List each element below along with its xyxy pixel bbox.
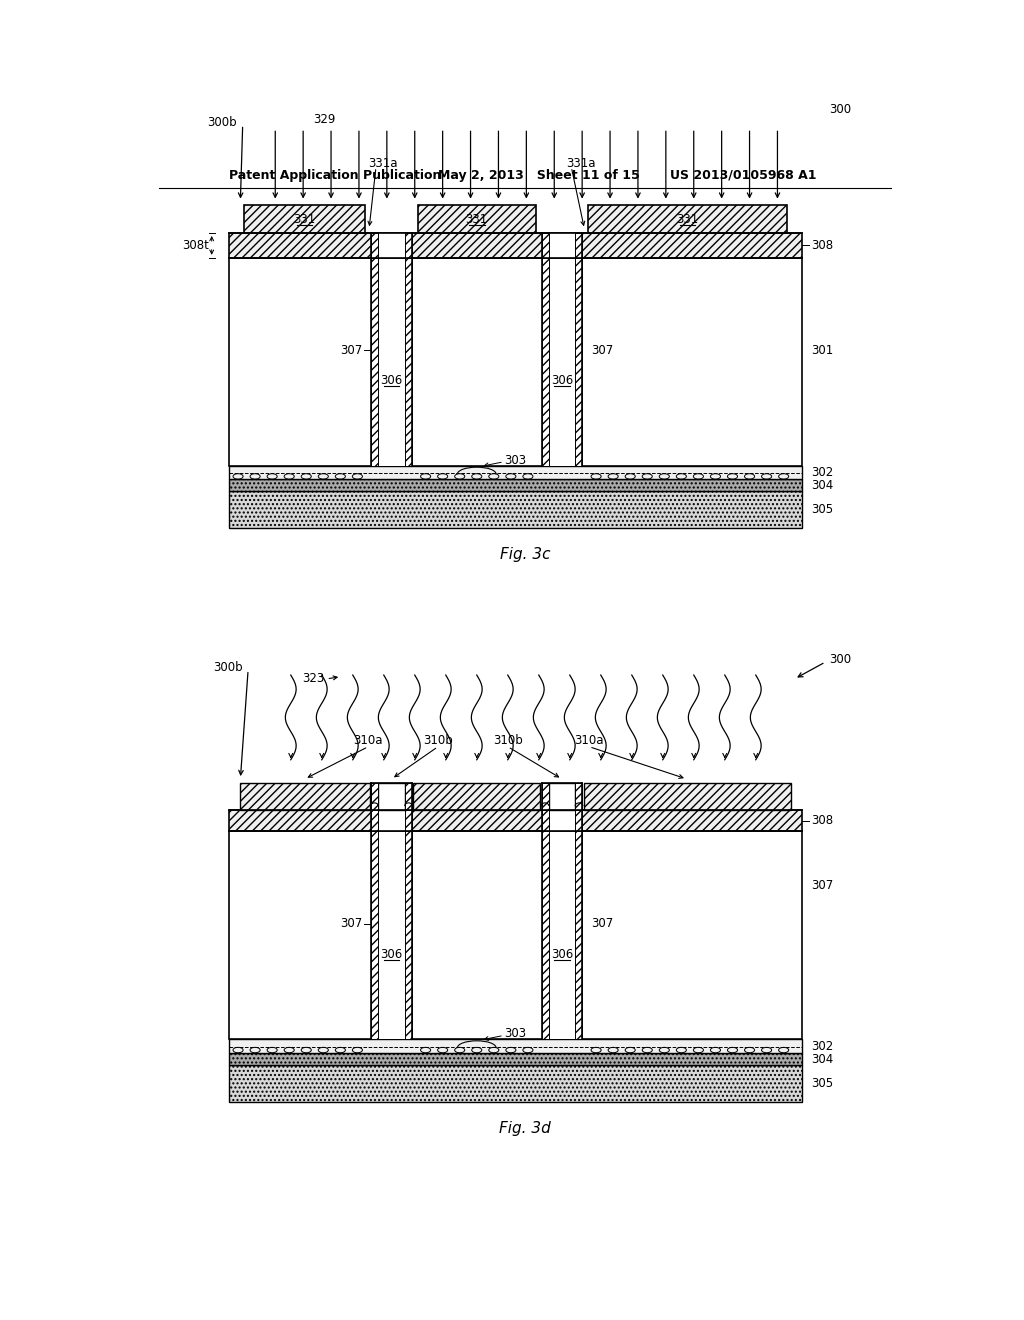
Bar: [575, 783, 583, 810]
Text: 302: 302: [812, 1040, 834, 1053]
Bar: [414, 783, 541, 810]
Bar: [575, 810, 583, 832]
Text: 302: 302: [812, 466, 834, 479]
Bar: [589, 206, 786, 234]
Bar: [378, 257, 404, 466]
Text: May 2, 2013   Sheet 11 of 15: May 2, 2013 Sheet 11 of 15: [438, 169, 640, 182]
Bar: [378, 234, 404, 257]
Bar: [542, 783, 549, 810]
Bar: [228, 1065, 802, 1102]
Text: 306s: 306s: [416, 792, 443, 805]
Bar: [372, 810, 378, 832]
Bar: [372, 783, 378, 810]
Text: 307: 307: [592, 343, 613, 356]
Text: 307: 307: [812, 879, 834, 892]
Bar: [228, 479, 802, 491]
Bar: [418, 206, 536, 234]
Text: Fig. 3d: Fig. 3d: [499, 1121, 551, 1137]
Bar: [378, 783, 404, 810]
Text: 310a: 310a: [353, 734, 383, 747]
Bar: [404, 234, 412, 257]
Bar: [404, 783, 412, 810]
Text: 323: 323: [302, 672, 324, 685]
Text: 329: 329: [313, 112, 336, 125]
Text: 301s: 301s: [334, 792, 362, 805]
Bar: [542, 234, 549, 257]
Bar: [378, 832, 404, 1039]
Bar: [542, 257, 549, 466]
Text: 308t: 308t: [182, 239, 209, 252]
Bar: [372, 832, 378, 1039]
Text: 306: 306: [551, 948, 573, 961]
Bar: [228, 1053, 802, 1065]
Text: 300b: 300b: [213, 661, 243, 675]
Text: Patent Application Publication: Patent Application Publication: [228, 169, 441, 182]
Bar: [549, 234, 575, 257]
Bar: [575, 257, 583, 466]
Text: 304: 304: [812, 479, 834, 492]
Text: 305: 305: [812, 503, 834, 516]
Text: 331a: 331a: [566, 157, 595, 169]
Bar: [549, 832, 575, 1039]
Bar: [549, 783, 575, 810]
Text: 331: 331: [466, 213, 487, 226]
Bar: [584, 783, 791, 810]
Text: 300: 300: [829, 103, 852, 116]
Bar: [228, 810, 802, 832]
Bar: [228, 1039, 802, 1053]
Text: 308: 308: [812, 814, 834, 828]
Text: 300: 300: [829, 653, 852, 667]
Bar: [378, 810, 404, 832]
Bar: [542, 832, 549, 1039]
Text: 300b: 300b: [207, 116, 237, 129]
Text: 331: 331: [294, 213, 315, 226]
Text: 306: 306: [380, 375, 402, 388]
Text: 307: 307: [592, 917, 613, 931]
Text: 331a: 331a: [369, 157, 397, 169]
Bar: [228, 491, 802, 528]
Text: 303: 303: [504, 454, 526, 467]
Text: 306s: 306s: [510, 792, 538, 805]
Text: 308: 308: [812, 239, 834, 252]
Bar: [372, 234, 378, 257]
Bar: [549, 257, 575, 466]
Bar: [228, 466, 802, 479]
Text: 307: 307: [340, 917, 362, 931]
Text: 303: 303: [504, 1027, 526, 1040]
Bar: [245, 206, 366, 234]
Text: 304: 304: [812, 1053, 834, 1065]
Text: 331: 331: [677, 213, 698, 226]
Bar: [241, 783, 370, 810]
Text: 307: 307: [340, 343, 362, 356]
Bar: [575, 832, 583, 1039]
Text: 301s: 301s: [592, 792, 620, 805]
Text: 310a: 310a: [574, 734, 604, 747]
Text: 310b: 310b: [493, 734, 522, 747]
Bar: [404, 832, 412, 1039]
Bar: [228, 257, 802, 466]
Bar: [228, 832, 802, 1039]
Bar: [549, 810, 575, 832]
Text: US 2013/0105968 A1: US 2013/0105968 A1: [671, 169, 817, 182]
Text: 306: 306: [380, 948, 402, 961]
Text: Fig. 3c: Fig. 3c: [500, 548, 550, 562]
Bar: [575, 234, 583, 257]
Text: 305: 305: [812, 1077, 834, 1090]
Bar: [404, 257, 412, 466]
Text: 306: 306: [551, 375, 573, 388]
Bar: [404, 810, 412, 832]
Text: 301: 301: [812, 343, 834, 356]
Text: 310b: 310b: [423, 734, 453, 747]
Bar: [542, 810, 549, 832]
Bar: [372, 257, 378, 466]
Bar: [228, 234, 802, 257]
